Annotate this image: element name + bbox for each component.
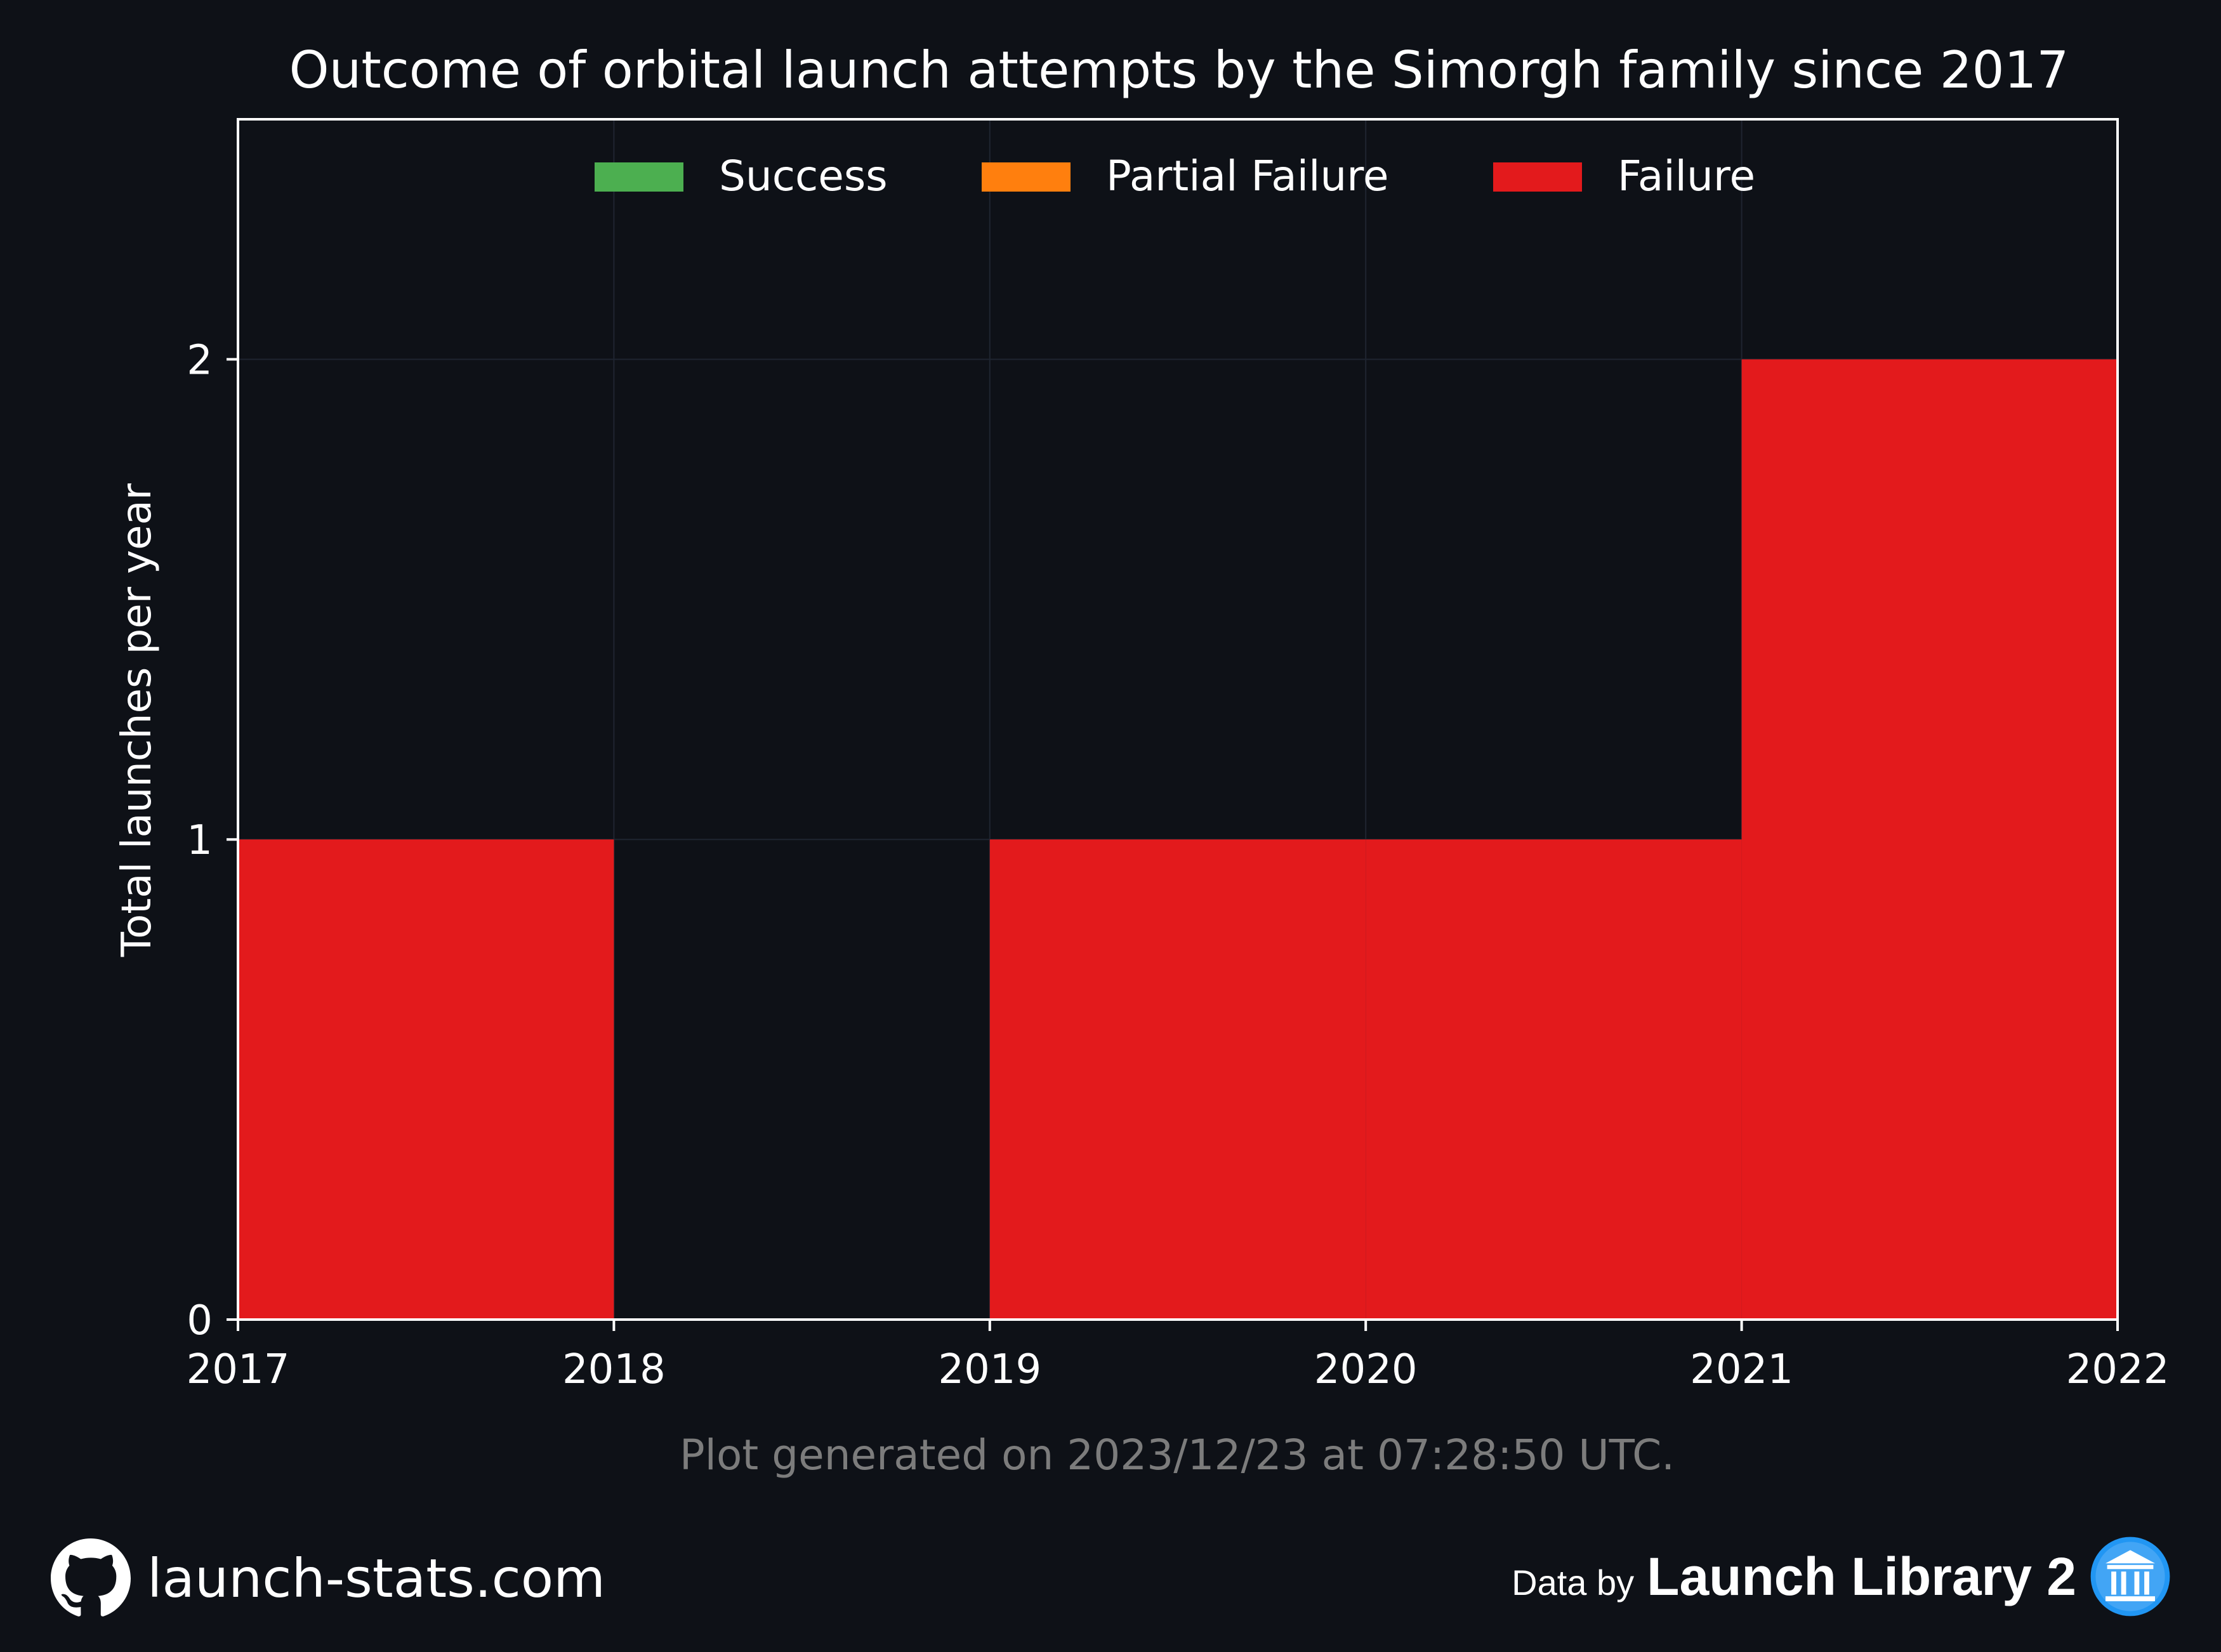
legend-label: Failure	[1618, 152, 1755, 200]
x-tick-label: 2022	[2066, 1346, 2170, 1393]
source-name[interactable]: Launch Library 2	[1647, 1546, 2076, 1606]
y-tick-label: 2	[187, 337, 213, 384]
legend-label: Partial Failure	[1106, 152, 1389, 200]
x-tick-label: 2019	[938, 1346, 1041, 1393]
launch-library-icon	[2090, 1537, 2170, 1616]
plot-frame	[237, 118, 2119, 1321]
y-tick-label: 1	[187, 817, 213, 864]
legend-swatch-success	[595, 162, 683, 192]
x-tick-label: 2018	[562, 1346, 666, 1393]
footer-source: Data by Launch Library 2	[1512, 1535, 2172, 1618]
x-tick-label: 2017	[187, 1346, 290, 1393]
bar-failure-2020	[1366, 839, 1742, 1320]
legend-label: Success	[719, 152, 888, 200]
x-tick-label: 2020	[1314, 1346, 1418, 1393]
data-by-label: Data by	[1512, 1562, 1635, 1603]
y-tick-label: 0	[187, 1297, 213, 1344]
x-tick-label: 2021	[1690, 1346, 1793, 1393]
site-link[interactable]: launch-stats.com	[147, 1547, 605, 1609]
generated-timestamp: Plot generated on 2023/12/23 at 07:28:50…	[680, 1431, 1675, 1479]
bar-failure-2019	[989, 839, 1366, 1320]
y-axis-label: Total launches per year	[114, 483, 161, 957]
github-icon	[51, 1538, 131, 1616]
ticks-layer: 2017 2018 2019 2020 2021 2022 0 1 2	[187, 337, 2170, 1393]
legend-swatch-partial-failure	[982, 162, 1071, 192]
bar-failure-2017	[238, 839, 614, 1320]
footer-site[interactable]: launch-stats.com	[51, 1538, 605, 1618]
bar-failure-2021	[1741, 359, 2118, 1320]
legend-swatch-failure	[1493, 162, 1582, 192]
bars-layer	[238, 359, 2118, 1320]
legend: Success Partial Failure Failure	[595, 152, 1755, 200]
chart-title: Outcome of orbital launch attempts by th…	[289, 41, 2069, 100]
